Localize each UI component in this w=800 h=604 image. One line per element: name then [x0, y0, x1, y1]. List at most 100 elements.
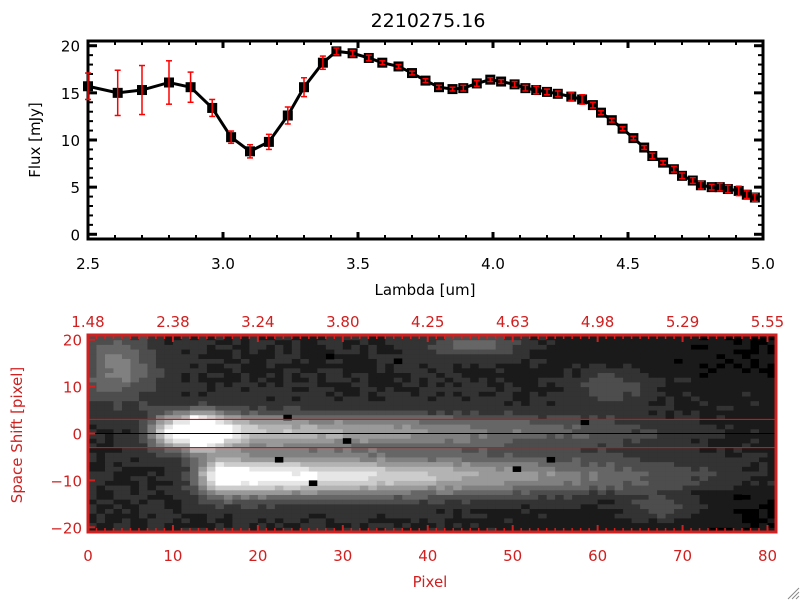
image-pixel [674, 367, 684, 374]
image-pixel [614, 363, 624, 369]
image-pixel [334, 452, 344, 458]
image-pixel [444, 367, 454, 374]
image-pixel [308, 527, 318, 533]
image-pixel [393, 377, 403, 383]
image-pixel [478, 485, 488, 491]
image-pixel [614, 358, 624, 364]
image-pixel [274, 367, 284, 374]
image-pixel [198, 428, 208, 434]
image-pixel [691, 466, 701, 472]
image-pixel [716, 480, 726, 486]
error-bar [379, 60, 386, 66]
image-pixel [232, 410, 242, 416]
resize-grip-icon[interactable] [784, 584, 800, 600]
image-pixel [206, 377, 216, 383]
image-pixel [342, 480, 352, 486]
image-pixel [631, 499, 641, 505]
image-pixel [325, 349, 335, 355]
image-pixel [750, 494, 760, 500]
image-pixel [342, 386, 352, 392]
image-pixel [121, 405, 131, 411]
image-pixel [640, 386, 650, 392]
image-pixel [699, 419, 709, 425]
image-pixel [597, 517, 607, 524]
image-pixel [495, 395, 505, 402]
image-pixel [249, 405, 259, 411]
image-pixel [708, 353, 718, 359]
image-pixel [130, 400, 140, 406]
image-pixel [266, 391, 276, 397]
bad-pixel [308, 480, 318, 487]
image-pixel [206, 428, 216, 434]
image-pixel [164, 377, 174, 383]
image-pixel [121, 410, 131, 416]
image-pixel [334, 395, 344, 402]
image-pixel [767, 410, 777, 416]
image-pixel [521, 363, 531, 369]
image-pixel [359, 438, 369, 444]
image-pixel [308, 503, 318, 510]
image-pixel [521, 508, 531, 514]
image-pixel [648, 400, 658, 406]
image-pixel [266, 499, 276, 505]
image-pixel [767, 353, 777, 359]
image-pixel [138, 480, 148, 486]
image-pixel [317, 452, 327, 458]
image-pixel [402, 461, 412, 467]
image-pixel [232, 442, 242, 449]
image-pixel [750, 452, 760, 458]
image-pixel [555, 466, 565, 472]
image-pixel [436, 358, 446, 364]
image-pixel [699, 424, 709, 430]
image-pixel [504, 466, 514, 472]
image-pixel [521, 485, 531, 491]
image-pixel [572, 395, 582, 402]
image-pixel [410, 372, 420, 378]
image-pixel [759, 372, 769, 378]
image-pixel [130, 456, 140, 463]
image-pixel [232, 377, 242, 383]
image-pixel [529, 489, 539, 495]
image-pixel [708, 410, 718, 416]
image-pixel [88, 358, 97, 364]
image-pixel [342, 503, 352, 510]
image-pixel [317, 344, 327, 350]
image-pixel [733, 466, 743, 472]
image-pixel [164, 405, 174, 411]
image-pixel [232, 461, 242, 467]
image-pixel [189, 461, 199, 467]
image-pixel [147, 522, 157, 528]
image-pixel [453, 471, 463, 477]
image-pixel [750, 471, 760, 477]
image-pixel [555, 335, 565, 341]
image-pixel [572, 335, 582, 341]
image-pixel [419, 386, 429, 392]
image-pixel [555, 508, 565, 514]
image-pixel [419, 353, 429, 359]
image-pixel [410, 480, 420, 486]
x-tick-label: 30 [333, 547, 352, 565]
image-pixel [538, 335, 548, 341]
image-pixel [291, 344, 301, 350]
image-pixel [742, 414, 752, 420]
image-pixel [88, 372, 97, 378]
image-pixel [589, 480, 599, 486]
image-pixel [291, 433, 301, 439]
image-pixel [546, 358, 556, 364]
image-pixel [555, 367, 565, 374]
image-pixel [113, 367, 123, 374]
image-pixel [572, 461, 582, 467]
image-pixel [351, 344, 361, 350]
image-pixel [563, 489, 573, 495]
image-pixel [198, 442, 208, 449]
image-pixel [232, 363, 242, 369]
error-bar [743, 190, 750, 200]
image-pixel [538, 353, 548, 359]
image-pixel [266, 485, 276, 491]
image-pixel [648, 419, 658, 425]
image-pixel [283, 513, 293, 519]
image-pixel [232, 475, 242, 481]
image-pixel [376, 414, 386, 420]
image-pixel [606, 527, 616, 533]
image-pixel [342, 395, 352, 402]
